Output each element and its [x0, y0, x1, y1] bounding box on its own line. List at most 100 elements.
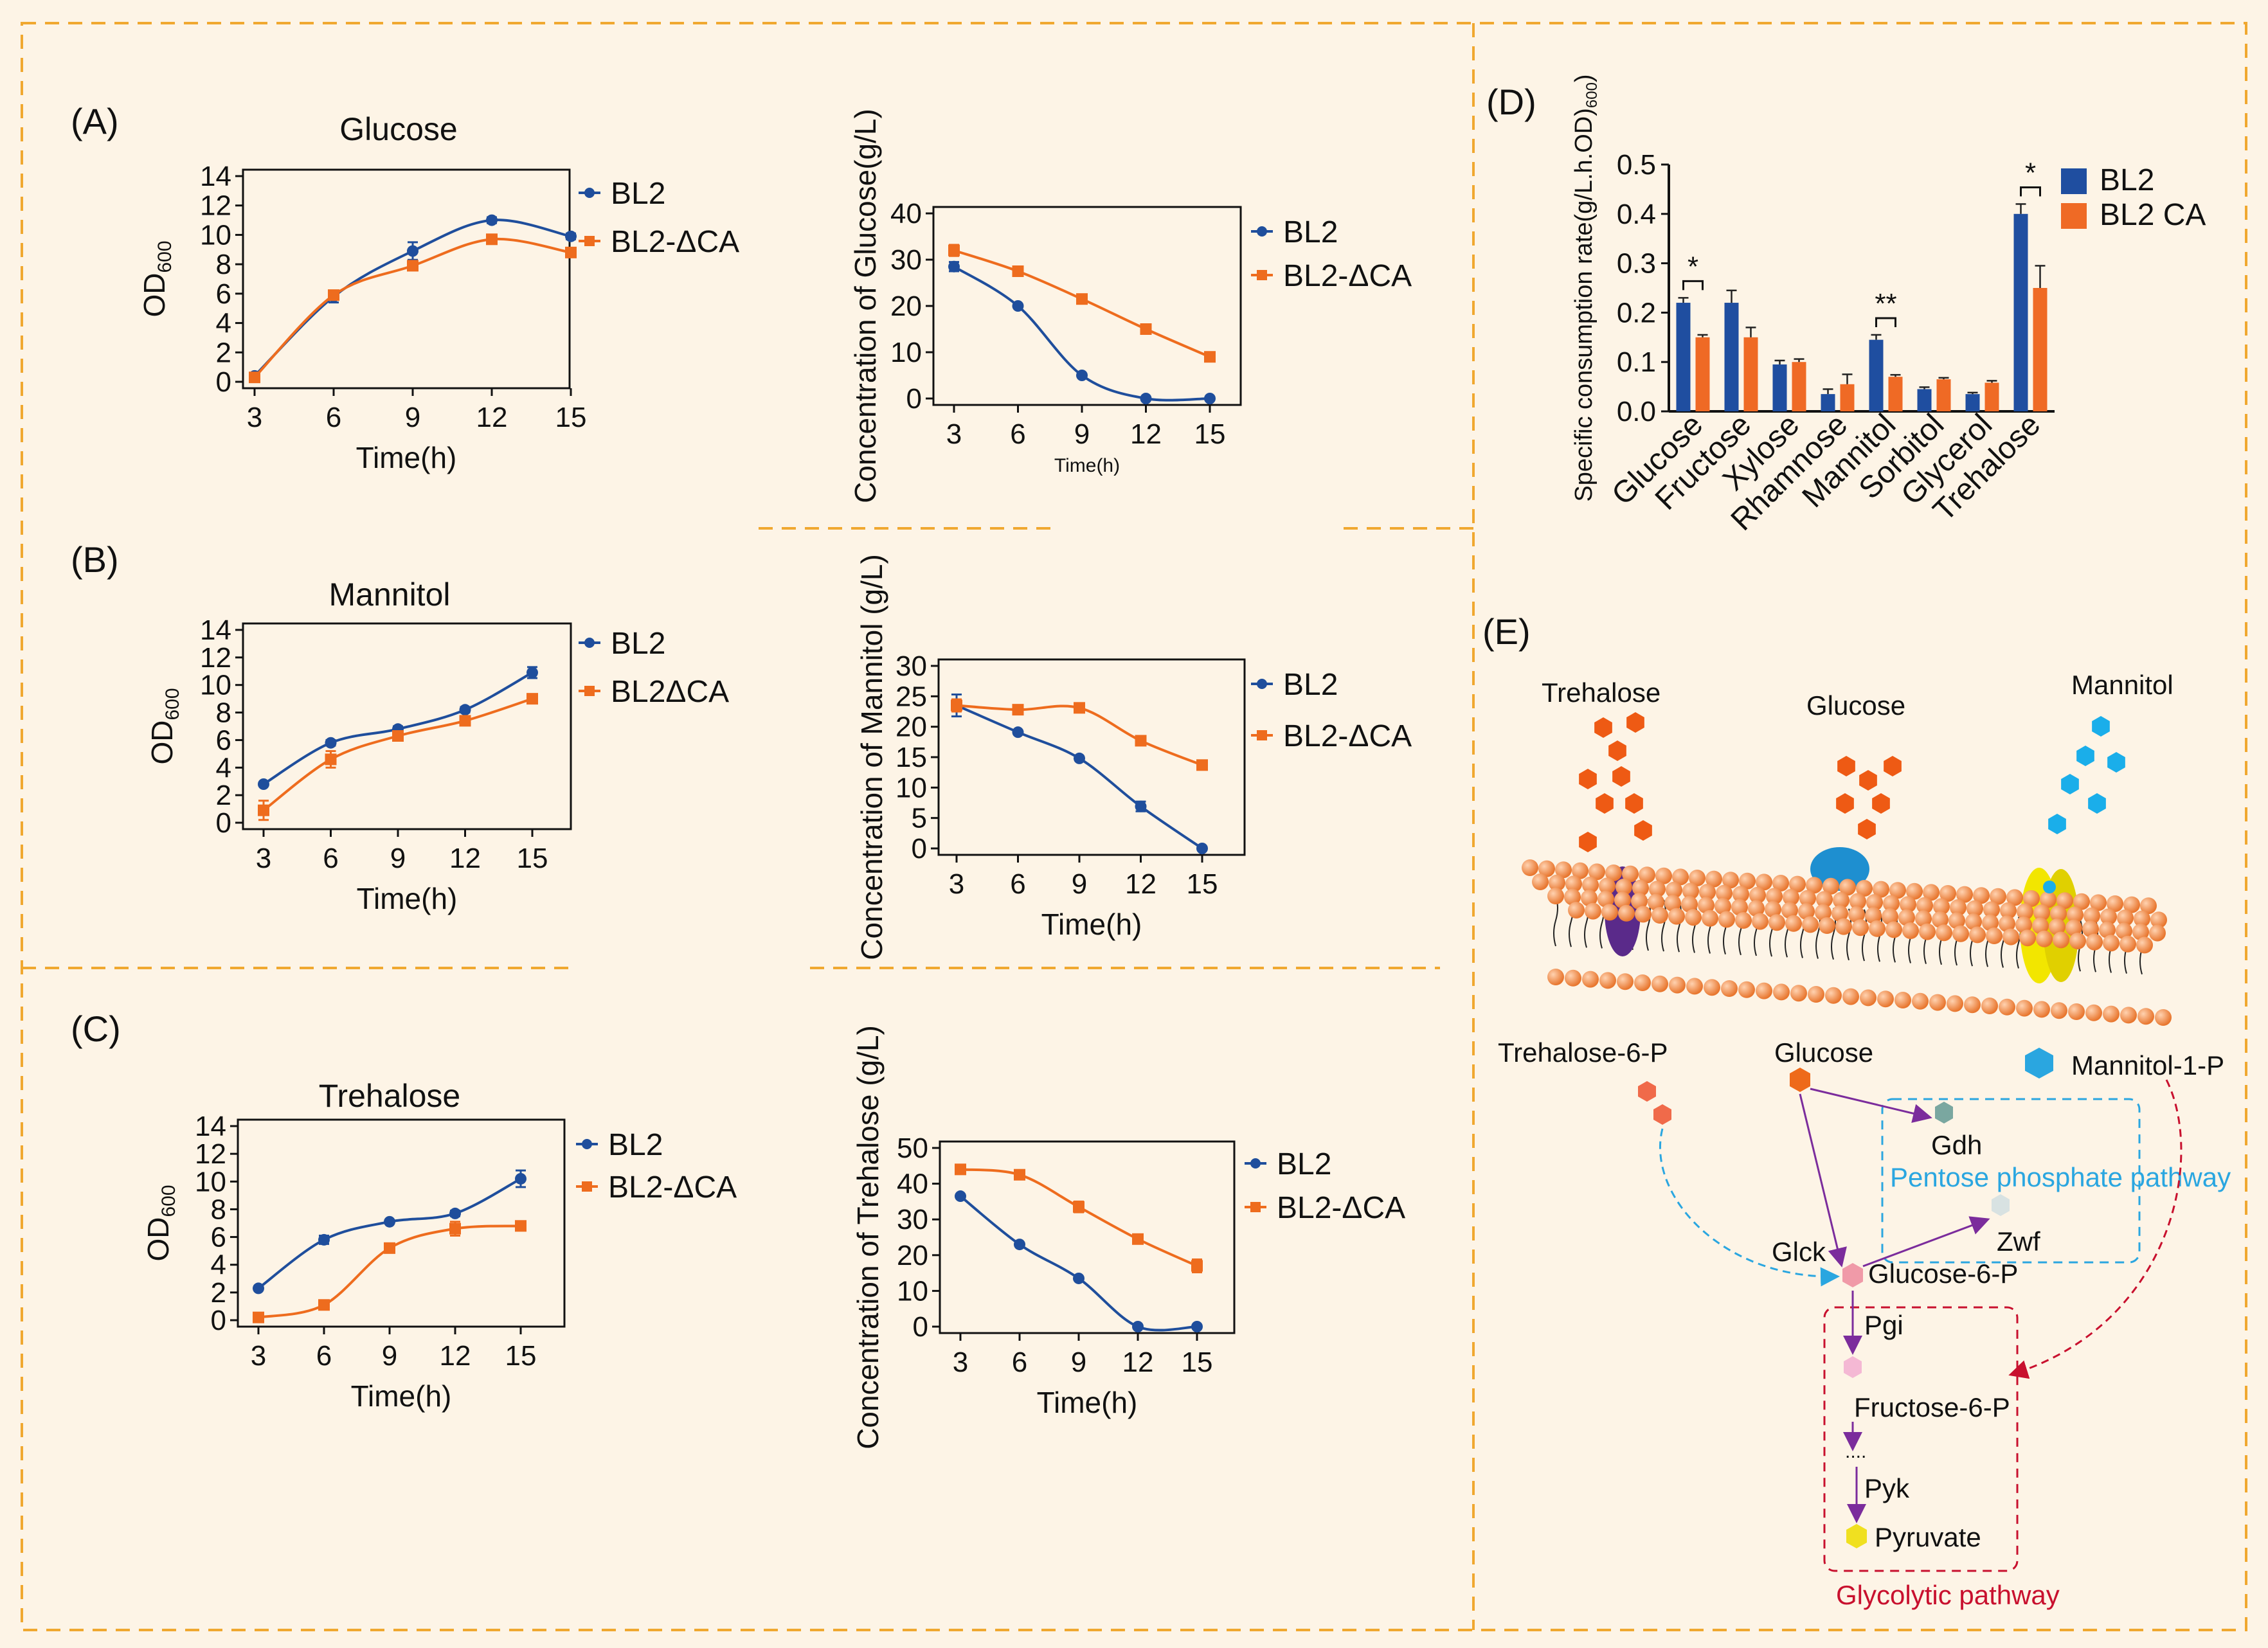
bar-bl2-rhamnose: [1821, 394, 1835, 411]
panel-label-d: (D): [1486, 82, 1536, 122]
lipid-head-top: [1585, 902, 1601, 920]
x-tick-label: 15: [1194, 418, 1226, 450]
lipid-head-top: [2023, 890, 2040, 907]
lipid-head-top: [1835, 918, 1852, 935]
data-point-bl2: [1196, 843, 1208, 854]
data-point-dca: [258, 804, 269, 816]
data-point-dca: [459, 715, 471, 727]
pathway-diagram: Trehalose Glucose Mannitol Trehalose-6-P…: [1498, 670, 2231, 1610]
lipid-head-top: [1733, 886, 1749, 903]
lipid-head-top: [1940, 885, 1956, 902]
series-line-dca: [960, 1168, 1198, 1267]
lipid-head-top: [1668, 908, 1685, 925]
lipid-head-top: [1616, 879, 1632, 895]
lipid-head-top: [1956, 886, 1973, 903]
lipid-head-top: [1983, 901, 2000, 918]
x-tick-label: 3: [953, 1347, 968, 1378]
lipid-head-bottom: [1565, 969, 1581, 987]
trehalose-molecule: [1634, 820, 1652, 841]
data-point-bl2: [955, 1190, 966, 1203]
glycolytic-box: [1823, 1306, 2019, 1572]
data-point-bl2: [325, 737, 337, 749]
lipid-head-top: [2032, 917, 2049, 935]
y-tick-label: 5: [912, 803, 927, 834]
fructose-6-p-hexagon: [1844, 1356, 1862, 1378]
x-tick-label: 9: [1072, 868, 1087, 900]
legend-label: BL2: [1283, 215, 1338, 249]
label-trehalose-6-p: Trehalose-6-P: [1498, 1037, 1668, 1068]
x-tick-label: 12: [1125, 868, 1156, 900]
label-glycolytic-pathway: Glycolytic pathway: [1836, 1580, 2060, 1610]
lipid-head-top: [1598, 890, 1614, 908]
legend-swatch: [2061, 168, 2087, 194]
lipid-head-top: [1731, 899, 1748, 916]
data-point-bl2: [1191, 1321, 1203, 1332]
lipid-head-top: [1900, 896, 1916, 913]
y-tick-label: 0: [906, 383, 922, 415]
data-point-bl2: [948, 260, 960, 273]
lipid-head-top: [1682, 882, 1699, 900]
lipid-head-top: [2033, 904, 2050, 921]
data-point-dca: [515, 1220, 526, 1232]
legend-marker: [582, 1139, 592, 1149]
legend-swatch: [2061, 203, 2087, 229]
data-point-bl2: [486, 214, 498, 226]
x-tick-label: 6: [316, 1340, 332, 1372]
data-point-bl2: [384, 1215, 395, 1228]
y-tick-label: 0: [913, 1311, 928, 1343]
data-point-dca: [1074, 702, 1085, 714]
trehalose-molecule: [1625, 793, 1643, 814]
y-tick-label: 14: [200, 161, 231, 192]
data-point-dca: [249, 372, 260, 384]
data-point-dca: [392, 730, 404, 742]
legend-label: BL2: [2100, 163, 2154, 197]
lipid-head-top: [1614, 891, 1631, 909]
arrow-g6p-to-zwf: [1862, 1216, 1990, 1267]
chart-title: Mannitol: [329, 577, 451, 613]
lipid-head-bottom: [1582, 971, 1599, 988]
y-tick-label: 8: [216, 697, 231, 729]
lipid-head-top: [1631, 893, 1648, 909]
data-point-bl2: [1140, 393, 1152, 404]
x-axis-label: Time(h): [357, 882, 458, 915]
lipid-head-top: [1967, 900, 1983, 917]
x-axis-label: Time(h): [1041, 908, 1142, 941]
label-glucose-6-p: Glucose-6-P: [1868, 1258, 2018, 1289]
y-axis-label: OD600: [145, 688, 183, 764]
x-tick-label: 3: [949, 868, 964, 900]
y-tick-label: 30: [896, 650, 927, 682]
lipid-head-top: [2117, 909, 2134, 926]
significance-mark: **: [1875, 288, 1896, 319]
bar-bl2-trehalose: [2013, 213, 2028, 411]
x-tick-label: 6: [326, 402, 341, 433]
y-tick-label: 4: [216, 308, 231, 339]
lipid-head-top: [1952, 925, 1969, 942]
significance-bracket: [2020, 186, 2041, 197]
lipid-head-top: [1664, 895, 1681, 912]
y-axis-label: OD600: [141, 1185, 179, 1261]
x-tick-label: 9: [390, 843, 406, 874]
lipid-head-top: [1706, 870, 1722, 888]
lipid-head-top: [2099, 921, 2116, 938]
lipid-head-top: [1806, 877, 1823, 894]
data-point-bl2: [1204, 393, 1216, 404]
lipid-head-top: [1815, 904, 1832, 921]
y-tick-label: 20: [896, 712, 927, 743]
lipid-head-top: [2140, 897, 2157, 915]
lipid-head-bottom: [1790, 985, 1807, 1002]
lipid-head-top: [1852, 919, 1869, 936]
data-point-bl2: [1012, 726, 1024, 739]
label-trehalose: Trehalose: [1542, 677, 1661, 708]
lipid-head-top: [2107, 895, 2123, 912]
lipid-head-bottom: [1825, 987, 1842, 1004]
lipid-head-top: [1866, 894, 1883, 911]
lipid-head-top: [1848, 906, 1865, 923]
series-line-bl2: [257, 1178, 521, 1289]
lipid-head-top: [2123, 896, 2140, 913]
data-point-bl2: [459, 704, 471, 716]
mannitol-molecule: [2107, 752, 2125, 773]
data-point-bl2: [1012, 300, 1024, 312]
lipid-head-top: [1869, 920, 1886, 937]
